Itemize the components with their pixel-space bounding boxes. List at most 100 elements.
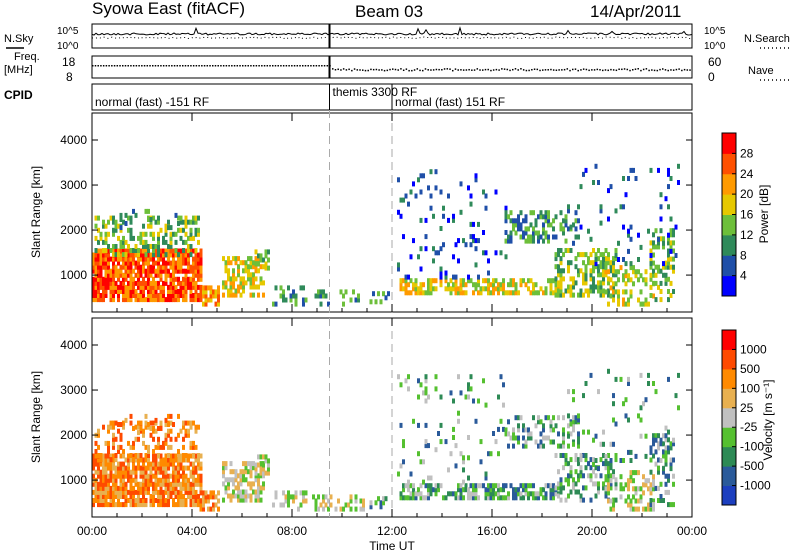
heatmap-cell [612,506,615,512]
heatmap-cell [669,461,673,467]
heatmap-cell [657,284,660,290]
heatmap-cell [184,289,188,294]
heatmap-cell [249,493,253,499]
heatmap-cell [112,252,115,258]
heatmap-cell [262,280,265,286]
freq-point [572,68,574,71]
heatmap-cell [262,481,265,487]
heatmap-cell [554,491,558,497]
heatmap-cell [152,297,155,303]
heatmap-cell [152,426,155,431]
heatmap-cell [147,293,150,298]
freq-point [127,65,129,67]
heatmap-cell [522,278,525,284]
heatmap-cell [534,423,538,429]
heatmap-cell [499,418,503,424]
heatmap-cell [147,276,150,282]
heatmap-cell [137,297,140,303]
heatmap-cell [302,301,305,307]
heatmap-cell [472,238,475,244]
heatmap-cell [549,222,553,228]
heatmap-cell [152,485,155,491]
heatmap-cell [654,297,658,303]
heatmap-cell [232,489,235,495]
heatmap-cell [572,389,575,395]
heatmap-cell [599,473,603,479]
heatmap-cell [462,467,465,473]
heatmap-cell [202,498,205,504]
heatmap-cell [592,180,595,185]
heatmap-cell [127,280,130,286]
heatmap-cell [117,260,120,266]
y-tick-label: 1000 [60,473,87,487]
heatmap-cell [657,441,660,447]
heatmap-cell [242,469,245,475]
heatmap-cell [162,293,165,298]
heatmap-cell [524,226,528,232]
heatmap-cell [157,481,160,487]
heatmap-cell [522,230,525,236]
heatmap-cell [427,475,430,481]
heatmap-cell [614,497,618,503]
heatmap-cell [517,290,520,296]
heatmap-cell [657,498,660,503]
heatmap-cell [187,432,190,438]
heatmap-cell [207,297,210,303]
heatmap-cell [162,469,165,475]
heatmap-cell [259,497,263,503]
heatmap-cell [614,208,618,214]
heatmap-cell [502,278,505,284]
heatmap-cell [167,457,170,463]
heatmap-cell [102,465,105,471]
heatmap-cell [507,491,510,497]
heatmap-cell [427,495,430,501]
heatmap-cell [242,280,245,286]
heatmap-cell [119,244,123,249]
heatmap-cell [112,444,115,450]
heatmap-cell [362,502,365,508]
heatmap-cell [669,240,673,246]
heatmap-cell [424,246,428,252]
heatmap-cell [434,169,438,175]
heatmap-cell [94,489,98,495]
heatmap-cell [194,502,198,508]
heatmap-cell [119,465,123,471]
heatmap-cell [187,284,190,290]
heatmap-cell [462,282,465,288]
freq-point [599,69,601,71]
heatmap-cell [624,397,628,403]
heatmap-cell [154,428,158,434]
heatmap-cell [604,474,608,480]
heatmap-cell [604,461,608,467]
heatmap-cell [519,415,523,421]
heatmap-cell [94,268,98,274]
heatmap-cell [482,278,485,284]
heatmap-cell [512,226,515,232]
heatmap-cell [192,256,195,262]
heatmap-cell [559,276,563,282]
heatmap-cell [169,297,173,303]
heatmap-cell [362,506,365,512]
heatmap-cell [157,219,160,225]
heatmap-cell [559,268,563,274]
heatmap-cell [129,268,133,274]
heatmap-cell [454,443,458,449]
heatmap-cell [192,444,195,450]
heatmap-cell [192,248,195,254]
heatmap-cell [157,453,160,458]
heatmap-cell [452,426,455,432]
heatmap-cell [467,475,470,481]
heatmap-cell [192,268,195,274]
heatmap-cell [489,483,493,489]
heatmap-cell [94,293,98,298]
heatmap-cell [239,276,243,282]
heatmap-cell [567,477,570,483]
heatmap-cell [154,453,158,459]
heatmap-cell [129,502,133,508]
heatmap-cell [132,502,135,508]
heatmap-cell [519,278,523,284]
heatmap-cell [594,433,598,439]
heatmap-cell [404,282,408,288]
heatmap-cell [554,286,558,292]
